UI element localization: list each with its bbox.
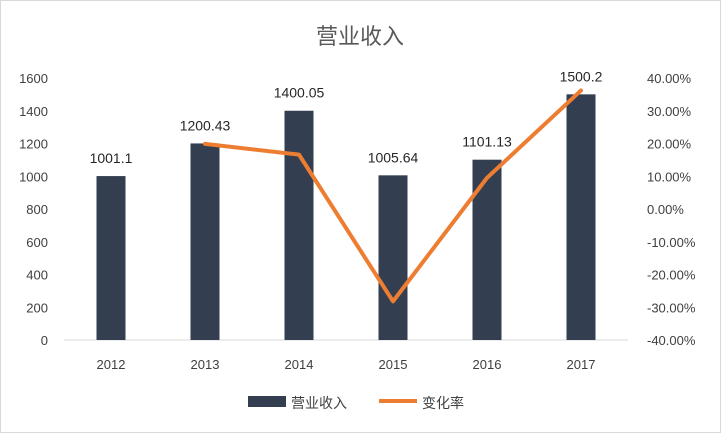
legend-label-line: 变化率 bbox=[422, 395, 464, 412]
bar-data-label: 1001.1 bbox=[90, 150, 133, 166]
x-tick-label: 2013 bbox=[191, 357, 220, 372]
bar bbox=[472, 159, 502, 340]
rate-line bbox=[203, 88, 583, 304]
y-right-tick-label: 40.00% bbox=[647, 71, 692, 86]
bar bbox=[284, 110, 314, 340]
x-tick-label: 2016 bbox=[473, 357, 502, 372]
y-left-tick-label: 1200 bbox=[19, 137, 48, 152]
legend-swatch-bar bbox=[248, 396, 286, 407]
bar bbox=[190, 143, 220, 340]
y-left-tick-label: 0 bbox=[41, 333, 48, 348]
x-tick-label: 2014 bbox=[285, 357, 314, 372]
y-left-tick-label: 1600 bbox=[19, 71, 48, 86]
bar-data-label: 1400.05 bbox=[274, 85, 325, 101]
bar-data-label: 1101.13 bbox=[462, 134, 512, 150]
x-tick-label: 2017 bbox=[567, 357, 596, 372]
legend: 营业收入 变化率 bbox=[248, 395, 464, 412]
y-left-tick-label: 800 bbox=[26, 202, 48, 217]
y-left-tick-label: 600 bbox=[26, 235, 48, 250]
legend-label-bar: 营业收入 bbox=[291, 396, 347, 412]
data-labels: 1001.1 1200.43 1400.05 1005.64 1101.13 1500.2 bbox=[90, 68, 603, 166]
axes: 0 200 400 600 800 1000 1200 1400 1600 -40.00% -30.… bbox=[19, 71, 696, 372]
y-right-tick-label: -20.00% bbox=[647, 268, 696, 283]
y-right-tick-label: -40.00% bbox=[647, 333, 696, 348]
bar bbox=[566, 94, 596, 340]
x-tick-label: 2015 bbox=[379, 357, 408, 372]
y-right-tick-label: 0.00% bbox=[647, 202, 684, 217]
bar-series bbox=[96, 94, 596, 340]
bar bbox=[96, 176, 126, 340]
y-right-tick-label: -30.00% bbox=[647, 300, 696, 315]
y-right-tick-label: -10.00% bbox=[647, 235, 696, 250]
y-left-tick-label: 1400 bbox=[19, 104, 48, 119]
y-right-tick-label: 10.00% bbox=[647, 169, 692, 184]
bar bbox=[378, 175, 408, 340]
y-left-tick-label: 200 bbox=[26, 300, 48, 315]
y-right-tick-label: 20.00% bbox=[647, 137, 692, 152]
chart-title: 营业收入 bbox=[316, 25, 404, 50]
bar-data-label: 1005.64 bbox=[368, 149, 419, 165]
y-right-tick-label: 30.00% bbox=[647, 104, 692, 119]
y-left-tick-label: 400 bbox=[26, 268, 48, 283]
line-series bbox=[203, 88, 583, 304]
x-tick-label: 2012 bbox=[97, 357, 126, 372]
y-left-tick-label: 1000 bbox=[19, 169, 48, 184]
bar-data-label: 1200.43 bbox=[180, 117, 231, 133]
bar-data-label: 1500.2 bbox=[560, 68, 603, 84]
